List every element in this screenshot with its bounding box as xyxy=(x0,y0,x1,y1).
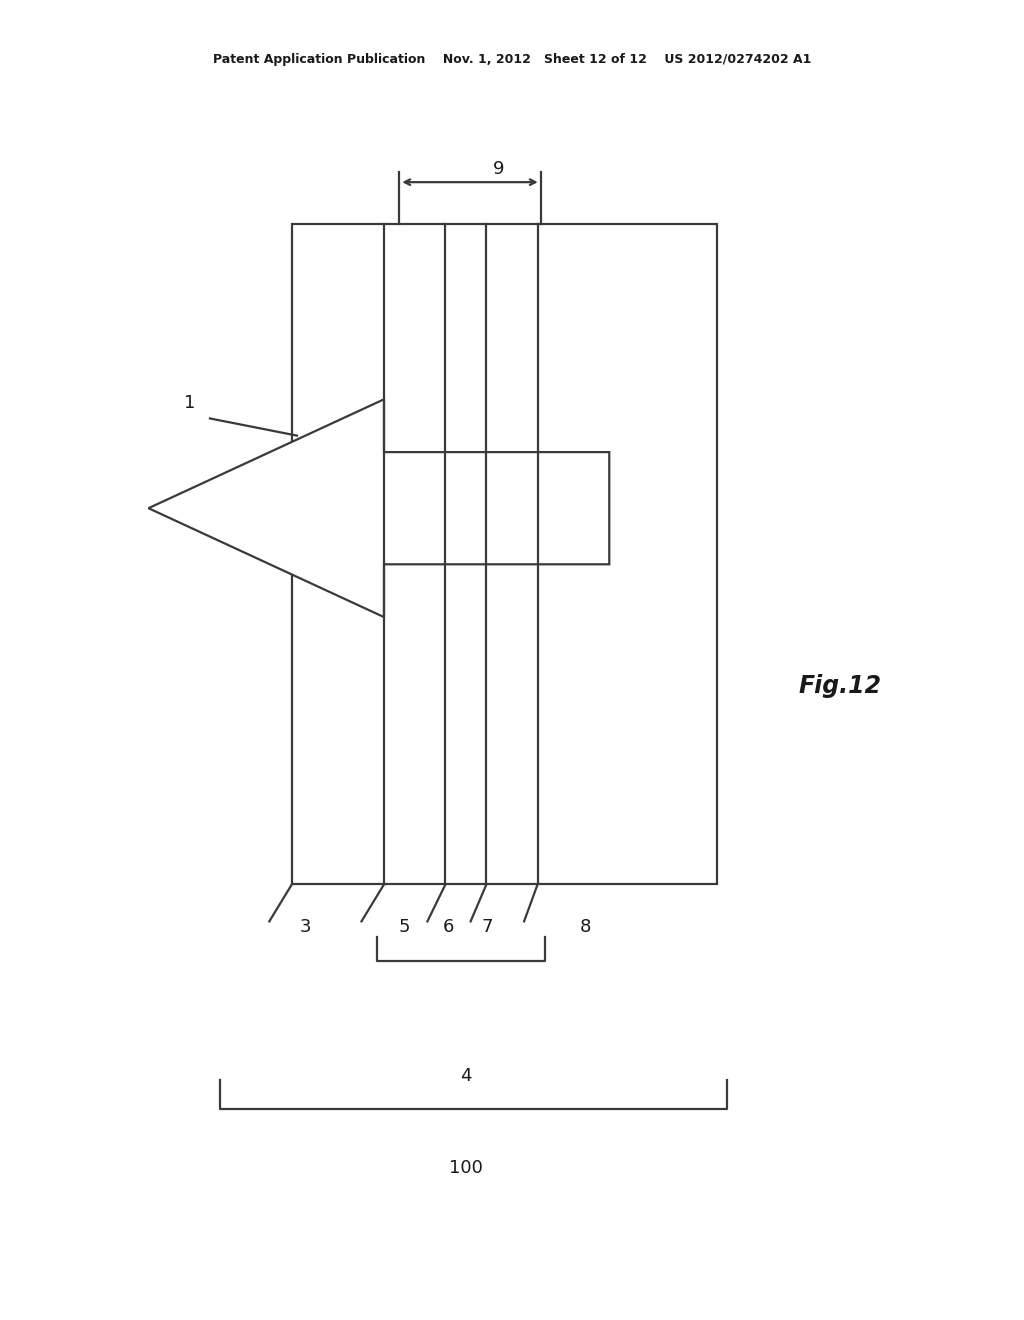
Text: 8: 8 xyxy=(580,917,592,936)
Text: 9: 9 xyxy=(493,160,505,178)
Text: 100: 100 xyxy=(449,1159,483,1177)
Text: 3: 3 xyxy=(299,917,311,936)
Text: 1: 1 xyxy=(183,393,196,412)
Bar xyxy=(292,224,717,884)
Polygon shape xyxy=(148,399,609,618)
Text: 5: 5 xyxy=(398,917,411,936)
Text: 7: 7 xyxy=(481,917,494,936)
Text: Patent Application Publication    Nov. 1, 2012   Sheet 12 of 12    US 2012/02742: Patent Application Publication Nov. 1, 2… xyxy=(213,53,811,66)
Text: 4: 4 xyxy=(460,1067,472,1085)
Text: 6: 6 xyxy=(442,917,455,936)
Text: Fig.12: Fig.12 xyxy=(798,675,882,698)
